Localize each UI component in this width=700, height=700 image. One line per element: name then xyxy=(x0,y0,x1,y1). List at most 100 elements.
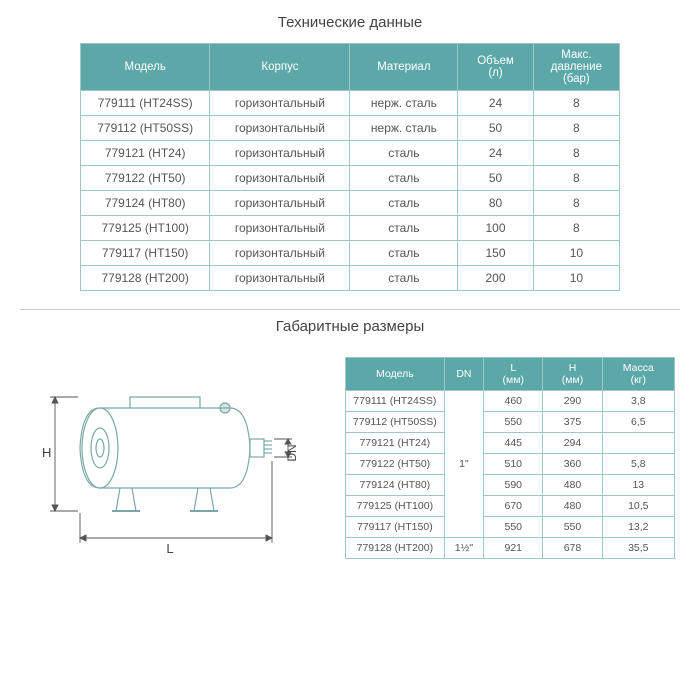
t2-header-cell: DN xyxy=(444,358,483,391)
tech-data-table: МодельКорпусМатериалОбъем(л)Макс. давлен… xyxy=(80,43,620,291)
dimensions-table: МодельDNL(мм)H(мм)Масса(кг) 779111 (HT24… xyxy=(345,357,675,559)
table-cell: 590 xyxy=(484,475,543,496)
table-cell: 8 xyxy=(533,191,619,216)
table-row: 779121 (HT24) 445294 xyxy=(346,433,675,454)
table-cell: 10 xyxy=(533,241,619,266)
table-cell: 35,5 xyxy=(602,538,674,559)
t1-header-cell: Материал xyxy=(350,44,458,91)
table-cell: горизонтальный xyxy=(210,191,350,216)
table-cell: 779124 (HT80) xyxy=(81,191,210,216)
table-cell: 550 xyxy=(484,517,543,538)
table-cell: 360 xyxy=(543,454,602,475)
table-cell-dn: 1½" xyxy=(444,538,483,559)
table-cell: 779128 (HT200) xyxy=(81,266,210,291)
table-cell: нерж. сталь xyxy=(350,91,458,116)
table-cell: горизонтальный xyxy=(210,141,350,166)
table-cell: 779121 (HT24) xyxy=(346,433,445,454)
table-cell-dn: 1" xyxy=(444,391,483,538)
table-cell: 3,8 xyxy=(602,391,674,412)
t1-header-cell: Модель xyxy=(81,44,210,91)
t1-header-cell: Корпус xyxy=(210,44,350,91)
table-cell: 779117 (HT150) xyxy=(81,241,210,266)
table-cell: 779112 (HT50SS) xyxy=(81,116,210,141)
table-cell: 6,5 xyxy=(602,412,674,433)
table-cell: 779112 (HT50SS) xyxy=(346,412,445,433)
dim-label-H: H xyxy=(42,445,51,460)
table-cell: 921 xyxy=(484,538,543,559)
table-cell: горизонтальный xyxy=(210,266,350,291)
table-cell: 8 xyxy=(533,91,619,116)
table-row: 779122 (HT50)горизонтальныйсталь508 xyxy=(81,166,620,191)
table-row: 779122 (HT50) 5103605,8 xyxy=(346,454,675,475)
table-cell: 779122 (HT50) xyxy=(346,454,445,475)
table-cell: горизонтальный xyxy=(210,91,350,116)
table-cell: 670 xyxy=(484,496,543,517)
table-cell: 779125 (HT100) xyxy=(346,496,445,517)
table-cell: 460 xyxy=(484,391,543,412)
table-cell: горизонтальный xyxy=(210,241,350,266)
table-cell: 8 xyxy=(533,216,619,241)
table-cell: сталь xyxy=(350,241,458,266)
table-cell: 290 xyxy=(543,391,602,412)
table-cell: 8 xyxy=(533,141,619,166)
table-cell: 510 xyxy=(484,454,543,475)
table-row: 779111 (HT24SS)1"4602903,8 xyxy=(346,391,675,412)
table-cell: 50 xyxy=(458,166,533,191)
t2-header-cell: Масса(кг) xyxy=(602,358,674,391)
table-cell: 779124 (HT80) xyxy=(346,475,445,496)
table-row: 779128 (HT200)горизонтальныйсталь20010 xyxy=(81,266,620,291)
table-cell: 13 xyxy=(602,475,674,496)
t1-header-cell: Объем(л) xyxy=(458,44,533,91)
table-cell: сталь xyxy=(350,141,458,166)
table-row: 779111 (HT24SS)горизонтальныйнерж. сталь… xyxy=(81,91,620,116)
divider xyxy=(20,309,680,310)
section1-title: Технические данные xyxy=(20,14,680,31)
table-cell: 294 xyxy=(543,433,602,454)
table-row: 779117 (HT150)горизонтальныйсталь15010 xyxy=(81,241,620,266)
table-cell: сталь xyxy=(350,216,458,241)
table-cell: 24 xyxy=(458,141,533,166)
t1-header-cell: Макс. давление(бар) xyxy=(533,44,619,91)
table-cell: сталь xyxy=(350,266,458,291)
table-cell: 8 xyxy=(533,166,619,191)
table-cell: 200 xyxy=(458,266,533,291)
table-cell: 150 xyxy=(458,241,533,266)
table-row: 779125 (HT100) 67048010,5 xyxy=(346,496,675,517)
table-cell: горизонтальный xyxy=(210,166,350,191)
dim-label-DN: DN xyxy=(285,444,299,461)
table-cell: 480 xyxy=(543,496,602,517)
table-cell: 779125 (HT100) xyxy=(81,216,210,241)
table-row: 779117 (HT150)55055013,2 xyxy=(346,517,675,538)
table-cell: 779122 (HT50) xyxy=(81,166,210,191)
table-cell: горизонтальный xyxy=(210,216,350,241)
table-cell: 678 xyxy=(543,538,602,559)
table-cell: 13,2 xyxy=(602,517,674,538)
table-cell: 779121 (HT24) xyxy=(81,141,210,166)
table-cell: 779117 (HT150) xyxy=(346,517,445,538)
table-cell: сталь xyxy=(350,191,458,216)
table-cell: 24 xyxy=(458,91,533,116)
table-cell: 10,5 xyxy=(602,496,674,517)
table-cell: 779111 (HT24SS) xyxy=(81,91,210,116)
table-row: 779124 (HT80) 59048013 xyxy=(346,475,675,496)
table-cell: 8 xyxy=(533,116,619,141)
table-cell: 480 xyxy=(543,475,602,496)
table-cell: 80 xyxy=(458,191,533,216)
table-row: 779125 (HT100)горизонтальныйсталь1008 xyxy=(81,216,620,241)
table-row: 779112 (HT50SS)горизонтальныйнерж. сталь… xyxy=(81,116,620,141)
table-cell: 100 xyxy=(458,216,533,241)
table-row: 779128 (HT200)1½"92167835,5 xyxy=(346,538,675,559)
table-cell: 550 xyxy=(484,412,543,433)
table-cell: 50 xyxy=(458,116,533,141)
section2-title: Габаритные размеры xyxy=(20,318,680,335)
table-cell: 5,8 xyxy=(602,454,674,475)
table-cell xyxy=(602,433,674,454)
table-cell: 550 xyxy=(543,517,602,538)
dim-label-L: L xyxy=(166,541,173,556)
t2-header-cell: H(мм) xyxy=(543,358,602,391)
table-row: 779112 (HT50SS)5503756,5 xyxy=(346,412,675,433)
table-cell: 10 xyxy=(533,266,619,291)
t2-header-cell: L(мм) xyxy=(484,358,543,391)
table-cell: 445 xyxy=(484,433,543,454)
table-cell: 779111 (HT24SS) xyxy=(346,391,445,412)
